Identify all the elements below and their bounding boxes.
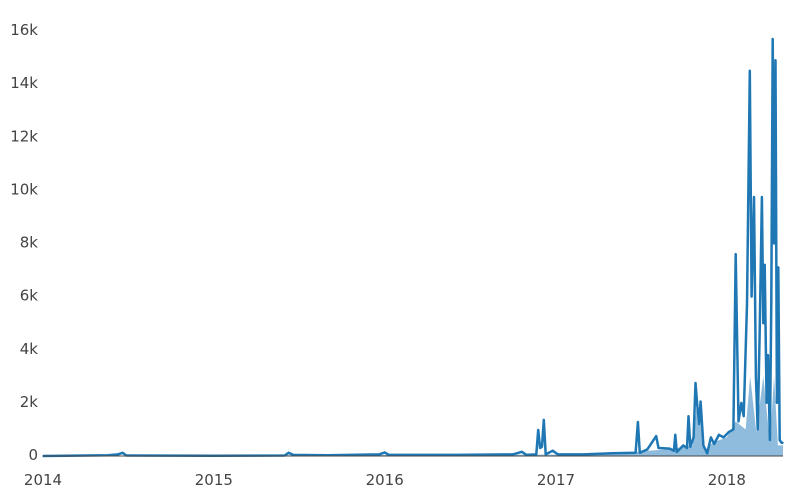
data-point [687, 415, 690, 417]
data-point [696, 404, 699, 407]
y-tick-label: 14k [10, 74, 38, 92]
x-tick-label: 2014 [24, 471, 62, 489]
data-point [782, 441, 784, 444]
data-point [611, 452, 613, 455]
data-point [512, 453, 514, 456]
data-point [718, 433, 720, 436]
data-point [763, 263, 766, 266]
data-point [455, 454, 457, 456]
plot-area [42, 37, 784, 458]
data-point [543, 419, 545, 421]
data-point [292, 454, 295, 456]
y-tick-label: 4k [20, 340, 39, 358]
data-point [762, 322, 765, 324]
x-axis: 2014 2015 2016 2017 2018 [24, 471, 746, 489]
x-tick-label: 2015 [195, 471, 233, 489]
y-tick-label: 12k [10, 127, 38, 145]
data-point [674, 433, 677, 436]
data-point [706, 452, 708, 455]
data-point [756, 428, 759, 431]
data-point [673, 449, 675, 452]
data-point [634, 452, 637, 454]
data-point [727, 431, 730, 433]
data-point [121, 452, 124, 454]
data-point [758, 335, 761, 338]
data-point [755, 375, 757, 378]
data-point [773, 242, 775, 245]
data-point [525, 454, 528, 456]
data-point [117, 453, 119, 456]
data-point [777, 266, 780, 269]
data-point [771, 38, 774, 40]
data-point [767, 354, 769, 356]
y-tick-label: 16k [10, 21, 38, 39]
data-point [753, 196, 755, 198]
data-point [541, 445, 543, 448]
data-point [388, 454, 390, 456]
data-point [544, 453, 547, 456]
data-point [780, 441, 783, 444]
data-point [646, 448, 649, 451]
data-point [535, 453, 538, 456]
series-line [42, 37, 783, 458]
data-point [521, 450, 523, 453]
data-point [702, 444, 705, 447]
data-point [551, 449, 554, 452]
data-point [742, 415, 745, 417]
data-point [722, 436, 725, 439]
x-tick-label: 2018 [708, 471, 746, 489]
data-point [734, 253, 737, 255]
data-point [698, 423, 701, 425]
data-point [710, 436, 712, 439]
y-tick-label: 6k [20, 287, 39, 305]
data-point [689, 445, 692, 448]
data-point [746, 303, 748, 306]
data-point [776, 402, 778, 404]
data-point [287, 452, 290, 454]
data-point [765, 402, 768, 404]
data-point [748, 70, 751, 72]
data-point [675, 451, 678, 453]
data-point [557, 453, 559, 456]
data-point [770, 301, 773, 303]
data-point [539, 447, 541, 449]
data-point [638, 452, 641, 454]
data-point [378, 453, 380, 456]
y-tick-label: 10k [10, 180, 38, 198]
data-point [750, 295, 753, 298]
data-point [682, 444, 685, 447]
y-tick-label: 2k [20, 393, 39, 411]
data-point [761, 196, 763, 198]
data-point [655, 435, 657, 437]
data-point [582, 453, 585, 456]
data-point [657, 447, 660, 449]
data-point [778, 439, 781, 441]
data-point [537, 429, 540, 431]
y-axis: 0 2k 4k 6k 8k 10k 12k 14k 16k [10, 21, 38, 464]
data-point [692, 436, 695, 439]
y-tick-label: 0 [28, 446, 38, 464]
data-point [699, 400, 702, 403]
area-fill [43, 376, 783, 456]
data-point [686, 447, 688, 449]
data-point [694, 382, 697, 384]
y-tick-label: 8k [20, 234, 39, 252]
data-point [668, 447, 671, 450]
x-tick-label: 2016 [366, 471, 404, 489]
data-point [774, 59, 777, 62]
data-point [637, 421, 639, 423]
data-point [737, 420, 740, 423]
x-tick-label: 2017 [537, 471, 575, 489]
data-point [769, 439, 771, 441]
data-point [713, 443, 715, 445]
data-point [732, 428, 735, 431]
data-point [383, 451, 386, 454]
data-point [740, 402, 743, 404]
